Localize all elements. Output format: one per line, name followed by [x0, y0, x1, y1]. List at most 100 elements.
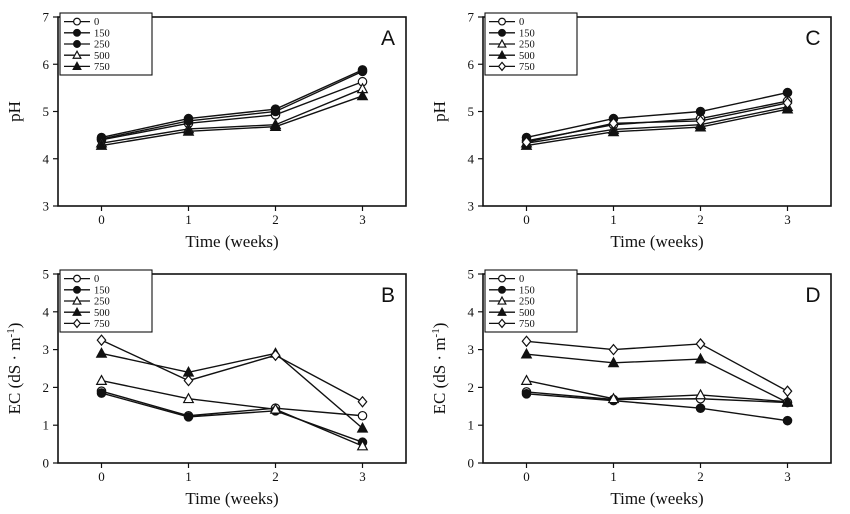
- data-point-150-week2: [695, 106, 706, 117]
- data-point-750-week0: [96, 334, 107, 347]
- legend-label-250: 250: [519, 297, 535, 308]
- legend-label-150: 150: [519, 285, 535, 296]
- legend-label-150: 150: [94, 285, 110, 296]
- legend-label-150: 150: [94, 28, 110, 39]
- data-point-750-week0: [521, 335, 532, 348]
- legend-marker-150: [73, 28, 81, 37]
- x-tick-label: 1: [185, 469, 192, 484]
- y-tick-label: 2: [468, 380, 475, 395]
- y-tick-label: 3: [43, 342, 50, 357]
- series-line-750: [101, 95, 363, 147]
- data-point-150-week0: [96, 388, 107, 398]
- data-point-500-week0: [95, 347, 108, 358]
- data-point-250-week3: [356, 439, 369, 451]
- y-tick-label: 5: [43, 267, 50, 282]
- legend-label-250: 250: [519, 40, 535, 51]
- y-tick-label: 4: [468, 304, 475, 319]
- series-line-250: [526, 379, 788, 403]
- x-tick-label: 0: [98, 469, 105, 484]
- y-axis-label-group: pH: [430, 101, 449, 122]
- data-point-500-week0: [520, 347, 533, 359]
- x-tick-label: 2: [697, 212, 704, 227]
- legend-label-0: 0: [94, 17, 99, 28]
- y-axis-label-group: EC (dS · m-1): [5, 323, 24, 415]
- legend-label-750: 750: [519, 319, 535, 330]
- legend-marker-250: [73, 40, 81, 48]
- data-point-750-week3: [782, 385, 793, 398]
- data-point-750-week3: [357, 395, 368, 408]
- panel-letter: A: [381, 27, 395, 50]
- y-tick-label: 2: [43, 380, 50, 395]
- panel-letter: C: [805, 27, 820, 50]
- series-line-150: [526, 393, 788, 422]
- legend-marker-750: [497, 61, 507, 72]
- series-line-150: [526, 91, 788, 139]
- data-point-150-week3: [782, 415, 793, 426]
- y-tick-label: 4: [43, 151, 50, 166]
- legend-marker-0: [498, 274, 506, 283]
- series-line-0: [101, 81, 363, 141]
- series-line-250: [101, 379, 363, 447]
- x-tick-label: 0: [523, 212, 530, 227]
- data-point-750-week1: [608, 343, 619, 356]
- y-tick-label: 4: [43, 304, 50, 319]
- data-point-250-week0: [95, 374, 108, 385]
- data-point-750-week0: [521, 136, 532, 149]
- x-tick-label: 0: [523, 469, 530, 484]
- x-tick-label: 2: [272, 469, 279, 484]
- y-axis-label: pH: [5, 101, 24, 122]
- data-point-750-week0: [95, 139, 108, 150]
- x-tick-label: 3: [784, 469, 791, 484]
- data-point-750-week2: [269, 120, 282, 132]
- series-line-0: [101, 390, 363, 417]
- legend-marker-750: [72, 61, 82, 71]
- legend-marker-500: [497, 49, 507, 59]
- plot-frame: [482, 273, 832, 464]
- series-line-500: [101, 88, 363, 144]
- x-axis-label: Time (weeks): [610, 489, 703, 508]
- y-tick-label: 3: [468, 342, 475, 357]
- legend-marker-150: [73, 285, 81, 294]
- y-axis-label-group: EC (dS · m-1): [430, 323, 449, 415]
- legend-marker-250: [497, 295, 507, 305]
- legend-label-750: 750: [519, 62, 535, 73]
- y-tick-label: 0: [43, 456, 50, 471]
- legend-label-0: 0: [94, 274, 99, 285]
- series-line-250: [101, 70, 363, 140]
- data-point-250-week3: [357, 66, 368, 77]
- data-point-750-week3: [782, 97, 793, 109]
- y-tick-label: 5: [43, 104, 50, 119]
- data-point-500-week3: [356, 421, 369, 433]
- data-point-0-week3: [357, 410, 368, 421]
- y-tick-label: 7: [468, 10, 475, 25]
- y-tick-label: 3: [468, 199, 475, 214]
- legend-label-500: 500: [94, 51, 110, 62]
- data-point-500-week1: [607, 125, 620, 137]
- data-point-750-week2: [270, 349, 281, 362]
- x-axis-label: Time (weeks): [185, 232, 278, 251]
- x-tick-label: 3: [784, 212, 791, 227]
- legend-label-500: 500: [519, 308, 535, 319]
- legend-label-500: 500: [94, 308, 110, 319]
- legend-marker-750: [72, 318, 82, 329]
- data-point-750-week3: [356, 89, 369, 101]
- legend-marker-150: [498, 285, 506, 294]
- legend-label-750: 750: [94, 62, 110, 73]
- legend-marker-500: [72, 306, 82, 316]
- legend-marker-500: [72, 49, 82, 59]
- data-point-500-week2: [694, 352, 707, 364]
- panel-letter: B: [381, 284, 395, 307]
- legend-label-250: 250: [94, 297, 110, 308]
- x-tick-label: 1: [610, 469, 617, 484]
- legend-marker-500: [497, 306, 507, 316]
- x-tick-label: 2: [697, 469, 704, 484]
- y-tick-label: 1: [468, 418, 475, 433]
- series-line-750: [526, 102, 788, 143]
- legend-label-0: 0: [519, 274, 524, 285]
- legend-marker-250: [497, 38, 507, 48]
- legend-marker-0: [498, 17, 506, 26]
